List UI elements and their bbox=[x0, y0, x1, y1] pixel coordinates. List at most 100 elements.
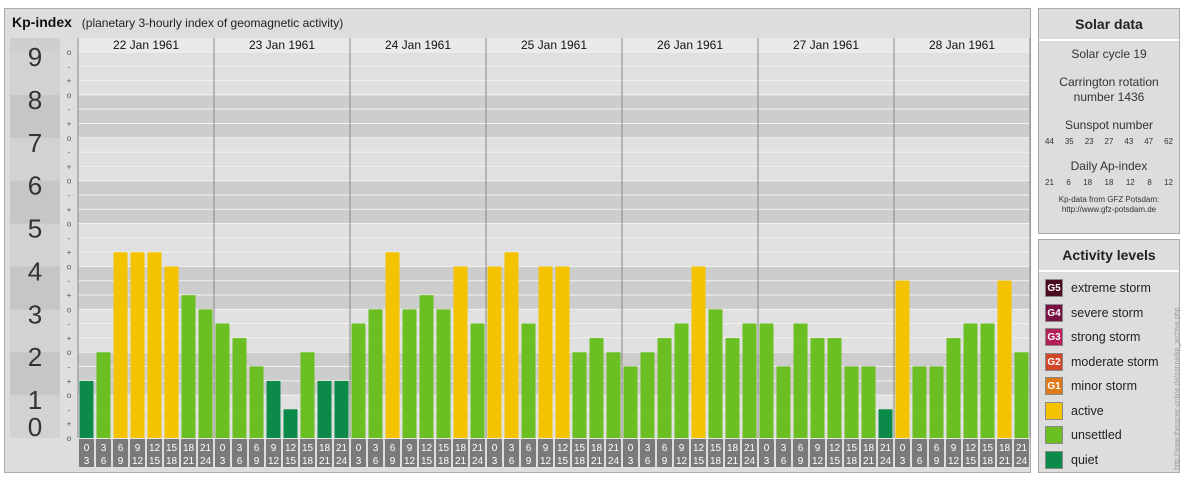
kp-bar bbox=[351, 323, 366, 438]
interval-cell bbox=[181, 439, 196, 467]
sunspot-number: 47 bbox=[1144, 137, 1154, 146]
interval-cell bbox=[351, 439, 366, 467]
interval-end-label: 21 bbox=[455, 456, 467, 467]
level-band bbox=[78, 52, 1030, 95]
kp-bar bbox=[572, 352, 587, 438]
y-level-band bbox=[10, 266, 60, 310]
kp-bar bbox=[946, 338, 961, 438]
interval-cell bbox=[844, 439, 859, 467]
interval-cell bbox=[708, 439, 723, 467]
interval-end-label: 12 bbox=[812, 456, 824, 467]
day-label: 23 Jan 1961 bbox=[249, 38, 315, 52]
interval-end-label: 9 bbox=[798, 456, 804, 467]
interval-cell bbox=[368, 439, 383, 467]
interval-end-label: 24 bbox=[744, 456, 756, 467]
day-label: 27 Jan 1961 bbox=[793, 38, 859, 52]
legend-swatch: G1 bbox=[1045, 377, 1063, 396]
interval-cell bbox=[402, 439, 417, 467]
interval-start-label: 0 bbox=[84, 443, 90, 454]
chart-title: Kp-index bbox=[12, 14, 72, 30]
minor-tick-label: - bbox=[68, 320, 71, 329]
kp-bar bbox=[691, 266, 706, 438]
interval-start-label: 6 bbox=[934, 443, 940, 454]
y-tick-label: 0 bbox=[28, 412, 42, 442]
kp-bar bbox=[317, 380, 332, 438]
kp-bar bbox=[895, 280, 910, 438]
kp-bar bbox=[198, 309, 213, 438]
sunspot-number: 43 bbox=[1124, 137, 1134, 146]
y-level-band bbox=[10, 137, 60, 181]
kp-bar bbox=[776, 366, 791, 438]
minor-tick-label: - bbox=[68, 62, 71, 71]
interval-start-label: 0 bbox=[764, 443, 770, 454]
kp-bar bbox=[453, 266, 468, 438]
y-level-band bbox=[10, 94, 60, 138]
kp-bar bbox=[402, 309, 417, 438]
interval-end-label: 12 bbox=[540, 456, 552, 467]
sunspot-number: 27 bbox=[1104, 137, 1114, 146]
kp-bar bbox=[181, 295, 196, 438]
level-band bbox=[78, 223, 1030, 267]
kp-bar bbox=[674, 323, 689, 438]
interval-start-label: 12 bbox=[965, 443, 977, 454]
interval-start-label: 18 bbox=[727, 443, 739, 454]
interval-start-label: 0 bbox=[492, 443, 498, 454]
interval-end-label: 18 bbox=[574, 456, 586, 467]
kp-bar bbox=[266, 380, 281, 438]
interval-start-label: 9 bbox=[407, 443, 413, 454]
interval-start-label: 12 bbox=[557, 443, 569, 454]
kp-bar bbox=[623, 366, 638, 438]
ap-label: Daily Ap-index bbox=[1070, 159, 1148, 173]
kp-bar bbox=[708, 309, 723, 438]
minor-tick-label: - bbox=[68, 234, 71, 243]
ap-index-value: 21 bbox=[1045, 178, 1054, 187]
solar-data-panel: Solar data Solar cycle 19 Carrington rot… bbox=[1038, 8, 1180, 234]
interval-end-label: 9 bbox=[526, 456, 532, 467]
minor-tick-label: + bbox=[67, 420, 72, 429]
interval-end-label: 6 bbox=[373, 456, 379, 467]
y-tick-label: 9 bbox=[28, 42, 42, 72]
minor-tick-label: + bbox=[67, 205, 72, 214]
interval-start-label: 12 bbox=[421, 443, 433, 454]
interval-cell bbox=[725, 439, 740, 467]
minor-tick-label: + bbox=[67, 377, 72, 386]
interval-start-label: 3 bbox=[237, 443, 243, 454]
kp-bar bbox=[844, 366, 859, 438]
interval-end-label: 9 bbox=[390, 456, 396, 467]
interval-start-label: 6 bbox=[118, 443, 124, 454]
interval-start-label: 9 bbox=[815, 443, 821, 454]
interval-start-label: 0 bbox=[356, 443, 362, 454]
kp-bar bbox=[368, 309, 383, 438]
interval-cell bbox=[385, 439, 400, 467]
interval-cell bbox=[895, 439, 910, 467]
sunspot-number: 23 bbox=[1084, 137, 1094, 146]
interval-end-label: 12 bbox=[948, 456, 960, 467]
legend-item: G2 moderate storm bbox=[1039, 350, 1179, 375]
interval-cell bbox=[912, 439, 927, 467]
kp-bar bbox=[810, 338, 825, 438]
y-level-band bbox=[10, 52, 60, 95]
interval-end-label: 6 bbox=[101, 456, 107, 467]
interval-start-label: 21 bbox=[880, 443, 892, 454]
credit-line-2: http://www.gfz-potsdam.de bbox=[1061, 205, 1157, 214]
interval-end-label: 6 bbox=[917, 456, 923, 467]
legend-label: active bbox=[1071, 403, 1104, 418]
interval-end-label: 6 bbox=[237, 456, 243, 467]
kp-bar bbox=[759, 323, 774, 438]
interval-end-label: 12 bbox=[676, 456, 688, 467]
interval-end-label: 9 bbox=[254, 456, 260, 467]
interval-cell bbox=[793, 439, 808, 467]
kp-bar bbox=[130, 252, 145, 438]
minor-tick-label: - bbox=[68, 105, 71, 114]
interval-end-label: 12 bbox=[268, 456, 280, 467]
minor-tick-label: o bbox=[67, 177, 72, 186]
interval-end-label: 15 bbox=[285, 456, 297, 467]
interval-cell bbox=[215, 439, 230, 467]
interval-start-label: 6 bbox=[662, 443, 668, 454]
interval-cell bbox=[742, 439, 757, 467]
interval-start-label: 3 bbox=[509, 443, 515, 454]
day-label: 22 Jan 1961 bbox=[113, 38, 179, 52]
interval-cell bbox=[436, 439, 451, 467]
minor-tick-label: + bbox=[67, 334, 72, 343]
ap-index-value: 8 bbox=[1147, 178, 1152, 187]
